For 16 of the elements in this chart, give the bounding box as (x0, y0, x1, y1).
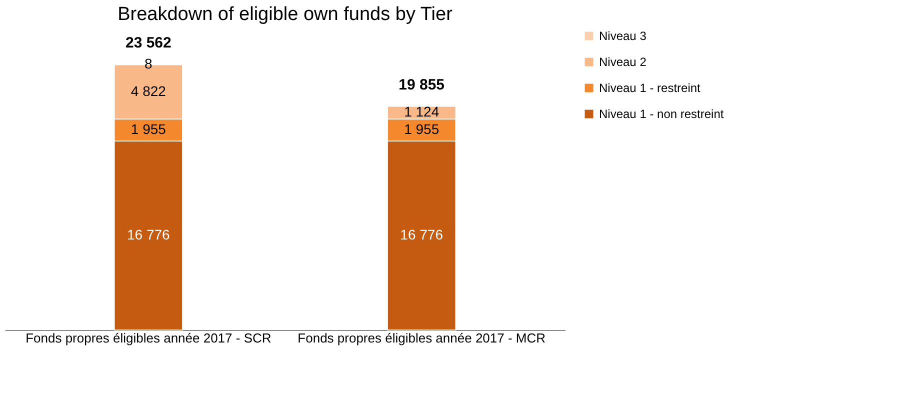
data-label: 16 776 (127, 226, 170, 242)
data-label: 8 (144, 56, 153, 72)
legend-label: Niveau 1 - restreint (599, 81, 702, 95)
legend-label: Niveau 1 - non restreint (599, 107, 724, 121)
x-tick-label: Fonds propres éligibles année 2017 - MCR (298, 330, 546, 346)
total-label: 23 562 (125, 34, 172, 52)
legend-label: Niveau 3 (599, 29, 647, 43)
data-label: 1 955 (130, 120, 166, 137)
data-label: 1 124 (404, 104, 440, 120)
x-tick-label: Fonds propres éligibles année 2017 - SCR (26, 330, 272, 346)
data-label: 1 955 (404, 120, 440, 137)
data-label: 16 776 (400, 226, 444, 242)
chart-title: Breakdown of eligible own funds by Tier (118, 4, 454, 25)
data-label: 4 822 (130, 82, 166, 99)
legend-label: Niveau 2 (599, 55, 647, 69)
total-label: 19 855 (398, 76, 445, 94)
